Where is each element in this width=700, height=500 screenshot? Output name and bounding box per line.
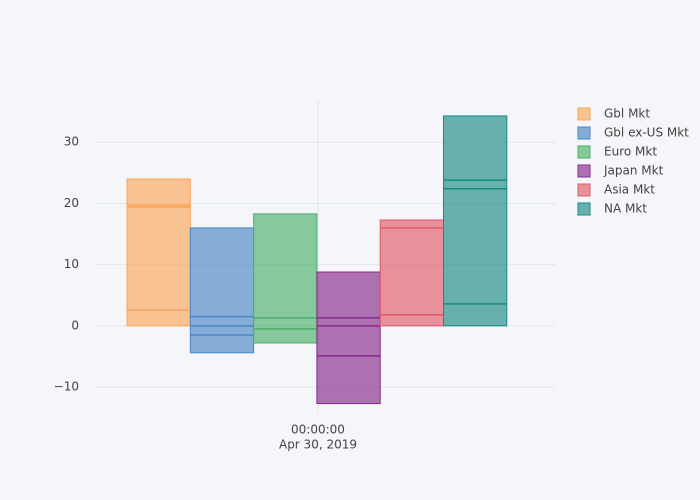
y-tick-label: 10: [64, 257, 79, 271]
legend-label: Japan Mkt: [603, 164, 664, 178]
box: [126, 178, 191, 327]
box: [379, 219, 445, 327]
legend-label: Asia Mkt: [604, 183, 655, 197]
y-tick-label: 20: [64, 196, 79, 210]
x-tick-label: 00:00:00: [291, 423, 345, 437]
box: [189, 227, 255, 354]
legend-swatch: [577, 107, 591, 121]
box: [253, 213, 318, 344]
x-tick-label: Apr 30, 2019: [279, 438, 357, 452]
legend-label: Gbl ex-US Mkt: [604, 126, 689, 140]
y-tick-label: 0: [71, 318, 79, 332]
legend-swatch: [577, 145, 591, 159]
legend-label: Euro Mkt: [604, 145, 657, 159]
legend-label: NA Mkt: [604, 202, 647, 216]
box: [316, 271, 381, 405]
y-tick-label: −10: [54, 380, 79, 394]
legend-label: Gbl Mkt: [604, 107, 650, 121]
legend-swatch: [577, 126, 591, 140]
legend-swatch: [577, 164, 591, 178]
legend-swatch: [577, 202, 591, 216]
legend-swatch: [577, 183, 591, 197]
legend: Gbl Mkt Gbl ex-US Mkt Euro Mkt Japan Mkt Asi…: [577, 107, 689, 216]
boxes: [126, 115, 508, 405]
box: [443, 115, 508, 327]
y-tick-label: 30: [64, 135, 79, 149]
